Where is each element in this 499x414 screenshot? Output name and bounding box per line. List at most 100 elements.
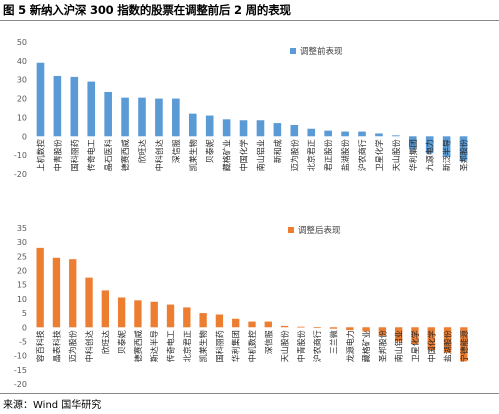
category-label: 深信服	[263, 330, 273, 354]
bar	[280, 325, 289, 328]
bar	[427, 327, 435, 350]
y-tick-label: 30	[17, 238, 27, 247]
bar	[222, 119, 231, 137]
bar	[188, 113, 197, 137]
bar	[375, 133, 383, 137]
category-label: 德赛西威	[120, 139, 130, 171]
category-label: 上机数控	[35, 139, 45, 171]
y-tick-label: 20	[17, 95, 27, 104]
category-label: 盐湖股份	[340, 139, 350, 171]
bar	[70, 76, 79, 137]
bar	[155, 98, 163, 137]
bar	[324, 130, 332, 137]
bar	[121, 97, 129, 137]
bar	[199, 313, 207, 328]
bar	[138, 97, 146, 137]
category-label: 中国化学	[239, 139, 249, 171]
bar	[87, 81, 96, 137]
bar	[117, 297, 126, 328]
category-label: 国科丽药	[214, 330, 224, 362]
category-label: 圣邦股份	[459, 139, 469, 171]
bar	[215, 314, 224, 328]
bar	[411, 327, 419, 345]
category-label: 贝泰妮	[205, 139, 215, 163]
category-label: 卫星化学	[374, 139, 384, 171]
bar	[442, 136, 451, 158]
bar	[264, 321, 272, 328]
category-label: 中国化学	[426, 330, 436, 362]
source-note: 来源：Wind 国华研究	[3, 400, 102, 411]
bar	[362, 327, 370, 332]
bar	[408, 136, 417, 150]
bar	[273, 123, 282, 137]
category-label: 迈为股份	[68, 330, 78, 362]
category-label: 中科创达	[84, 330, 94, 362]
category-label: 沪农商行	[357, 139, 367, 171]
bar	[358, 131, 366, 137]
category-label: 斯达半导	[149, 330, 159, 362]
bar	[307, 128, 316, 137]
category-label: 三兰微	[328, 330, 338, 354]
bar	[232, 318, 240, 328]
y-tick-label: 35	[17, 224, 27, 233]
bar	[248, 321, 256, 328]
category-label: 宁德能源	[459, 330, 469, 362]
footer-divider	[0, 393, 499, 394]
figure-title: 图 5 新纳入沪深 300 指数的股票在调整前后 2 周的表现	[3, 3, 291, 17]
bar	[378, 327, 387, 336]
category-label: 凯莱生物	[198, 330, 208, 362]
y-tick-label: 50	[17, 38, 27, 47]
category-label: 卫星化学	[410, 330, 420, 362]
category-label: 盐湖股份	[443, 330, 453, 362]
category-label: 迈为股份	[289, 139, 299, 171]
bar	[297, 326, 305, 328]
category-label: 华利集团	[408, 139, 418, 171]
y-tick-label: -20	[14, 170, 27, 179]
category-label: 晶表科技	[51, 330, 61, 362]
bar	[205, 115, 214, 137]
y-tick-label: -20	[14, 380, 27, 389]
y-tick-label: 10	[17, 295, 27, 304]
bar	[341, 131, 349, 137]
category-label: 晶石医科	[103, 139, 113, 171]
category-label: 德赛西威	[133, 330, 143, 362]
category-label: 中机数控	[247, 330, 257, 362]
bar	[313, 327, 321, 329]
y-tick-label: -5	[19, 337, 27, 346]
bar	[52, 257, 61, 328]
bar	[256, 120, 265, 137]
y-tick-label: 0	[22, 323, 27, 332]
bar	[166, 304, 175, 328]
category-label: 龙源电力	[345, 330, 355, 362]
legend-swatch	[288, 227, 294, 233]
category-label: 传奇电工	[86, 139, 96, 171]
bar	[425, 136, 434, 154]
bar	[150, 301, 158, 328]
bar	[183, 307, 191, 328]
category-label: 凯莱生物	[188, 139, 198, 171]
category-label: 华利集团	[231, 330, 241, 362]
bar	[134, 300, 142, 328]
category-label: 贝泰妮	[117, 330, 127, 354]
y-tick-label: 10	[17, 113, 27, 122]
bar	[69, 259, 77, 328]
bar	[459, 136, 468, 161]
legend-label: 调整后表现	[298, 225, 341, 236]
bar	[346, 327, 354, 331]
title-divider	[0, 20, 499, 21]
bar	[392, 135, 400, 137]
category-label: 北京君正	[306, 139, 316, 171]
category-label: 中青股份	[52, 139, 62, 171]
category-label: 藏格矿业	[222, 139, 232, 171]
bar	[329, 327, 338, 329]
category-label: 圣邦股份	[377, 330, 387, 362]
bar	[104, 91, 112, 137]
category-label: 深信服	[171, 139, 181, 163]
y-tick-label: 25	[17, 252, 27, 261]
category-label: 欣旺达	[100, 330, 110, 354]
y-tick-label: 30	[17, 76, 27, 85]
category-label: 天山股份	[391, 139, 401, 171]
bar	[53, 75, 62, 137]
